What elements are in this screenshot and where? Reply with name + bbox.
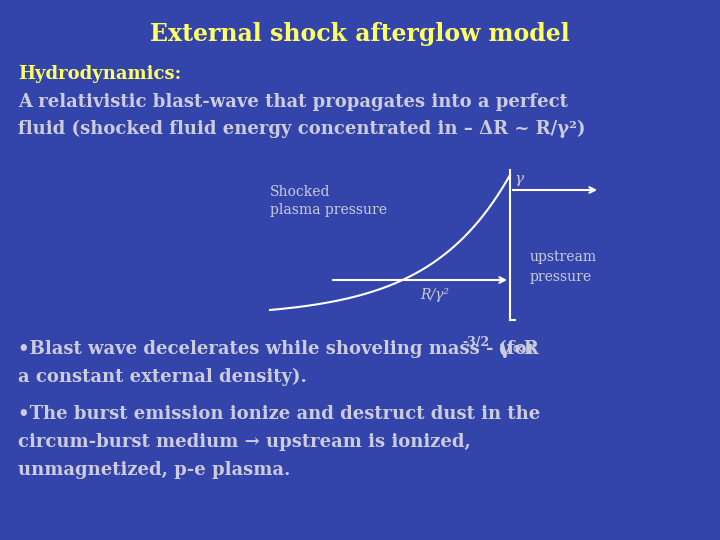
Text: circum-burst medium → upstream is ionized,: circum-burst medium → upstream is ionize… [18,433,471,451]
Text: unmagnetized, p-e plasma.: unmagnetized, p-e plasma. [18,461,290,479]
Text: •Blast wave decelerates while shoveling mass - γ∝R: •Blast wave decelerates while shoveling … [18,340,539,358]
Text: External shock afterglow model: External shock afterglow model [150,22,570,46]
Text: a constant external density).: a constant external density). [18,368,307,386]
Text: A relativistic blast-wave that propagates into a perfect: A relativistic blast-wave that propagate… [18,93,568,111]
Text: -3/2: -3/2 [462,336,489,349]
Text: Hydrodynamics:: Hydrodynamics: [18,65,181,83]
Text: upstream: upstream [530,250,597,264]
Text: plasma pressure: plasma pressure [270,203,387,217]
Text: γ: γ [515,172,524,186]
Text: (for: (for [492,340,536,358]
Text: •The burst emission ionize and destruct dust in the: •The burst emission ionize and destruct … [18,405,540,423]
Text: R/γ²: R/γ² [420,288,449,302]
Text: fluid (shocked fluid energy concentrated in – ΔR ~ R/γ²): fluid (shocked fluid energy concentrated… [18,120,585,138]
Text: pressure: pressure [530,270,592,284]
Text: Shocked: Shocked [270,185,330,199]
